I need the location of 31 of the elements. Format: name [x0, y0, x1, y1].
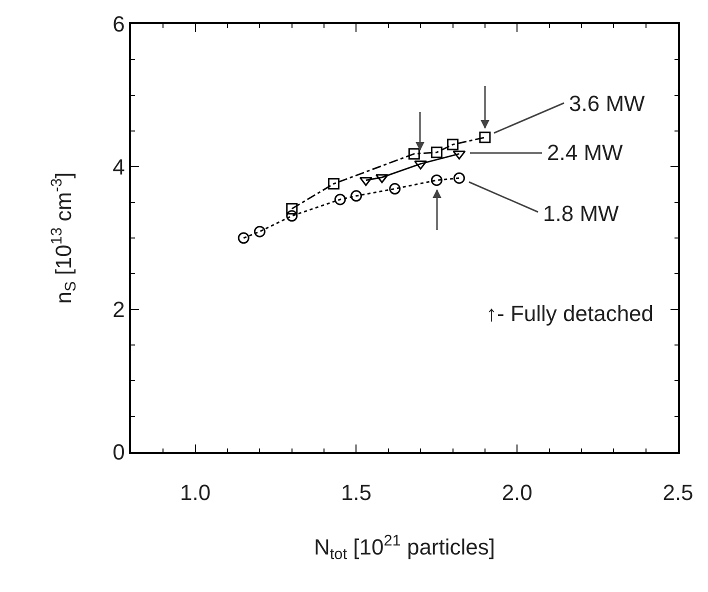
point — [286, 210, 298, 222]
point — [453, 172, 465, 184]
y-tick-label: 0 — [112, 440, 125, 465]
x-tick-label: 1.0 — [180, 480, 211, 506]
point — [452, 150, 466, 160]
point — [359, 176, 372, 186]
text: 1.8 MW — [543, 201, 620, 226]
point — [238, 232, 250, 244]
point — [479, 132, 491, 144]
point — [328, 178, 340, 190]
point — [254, 226, 266, 238]
point — [414, 160, 428, 170]
x-tick-label: 1.5 — [340, 480, 372, 506]
point — [334, 194, 346, 206]
x-tick-label: 2.5 — [662, 480, 694, 506]
point — [430, 146, 442, 158]
x-tick-label: 2.0 — [502, 480, 532, 506]
y-tick-label: 4 — [112, 154, 125, 180]
point — [350, 190, 362, 202]
x-axis-title: N$_{tot}$ [10$^{21}$ particles] — [314, 532, 495, 564]
point — [389, 183, 401, 195]
y-tick-label: 6 — [112, 12, 125, 37]
annotation: ↑- Fully detached — [486, 301, 654, 326]
point — [447, 138, 459, 150]
point — [430, 174, 442, 186]
point — [286, 203, 298, 214]
text: 3.6 MW — [569, 91, 646, 116]
text: 2.4 MW — [547, 140, 624, 165]
y-tick-label: 2 — [112, 297, 125, 322]
point — [408, 148, 420, 160]
point — [375, 174, 388, 184]
